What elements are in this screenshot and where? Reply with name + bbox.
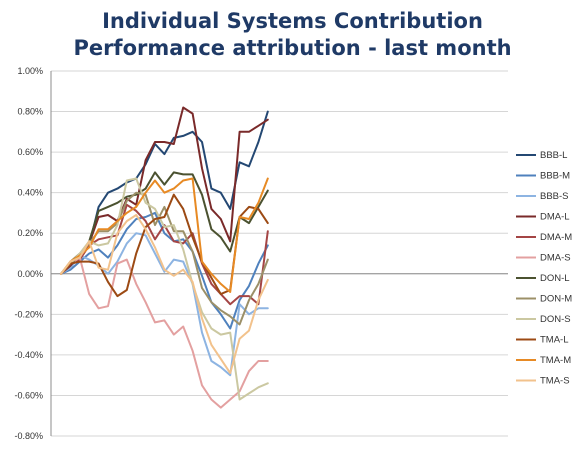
series-lines xyxy=(60,106,269,409)
y-tick-label: 0.80% xyxy=(17,107,43,117)
series-line-dma-s xyxy=(60,256,269,409)
series-line-don-m xyxy=(60,191,269,326)
series-line-bbb-s xyxy=(60,232,269,377)
legend-label-don-m: DON-M xyxy=(540,294,572,305)
series-line-tma-m xyxy=(60,177,269,293)
legend-label-bbb-s: BBB-S xyxy=(540,191,569,202)
legend-label-dma-m: DMA-M xyxy=(540,232,572,243)
y-tick-label: 0.20% xyxy=(17,228,43,238)
y-tick-label: -0.20% xyxy=(14,309,43,319)
legend-label-don-l: DON-L xyxy=(540,273,570,284)
legend-label-dma-s: DMA-S xyxy=(540,253,571,264)
series-line-dma-l xyxy=(60,106,269,275)
chart-subtitle: Performance attribution - last month xyxy=(73,36,512,60)
legend-label-dma-l: DMA-L xyxy=(540,212,570,223)
legend-label-bbb-m: BBB-M xyxy=(540,171,570,182)
axes xyxy=(50,71,508,436)
series-line-tma-s xyxy=(60,214,269,375)
series-line-don-s xyxy=(60,177,269,401)
y-tick-label: 0.40% xyxy=(17,188,43,198)
y-tick-label: -0.60% xyxy=(14,390,43,400)
legend-label-bbb-l: BBB-L xyxy=(540,150,567,161)
legend-label-tma-s: TMA-S xyxy=(540,376,570,387)
y-tick-label: 1.00% xyxy=(17,66,43,76)
grid-lines xyxy=(51,70,508,437)
y-tick-label: -0.80% xyxy=(14,431,43,441)
chart-title: Individual Systems Contribution Performa… xyxy=(0,8,585,62)
y-tick-label: 0.60% xyxy=(17,147,43,157)
y-tick-label: 0.00% xyxy=(17,269,43,279)
legend: BBB-L BBB-M BBB-S DMA-L DMA-M DMA-S DON-L DON-M… xyxy=(516,150,572,387)
chart-title-line1: Individual Systems Contribution xyxy=(102,9,483,33)
series-line-dma-m xyxy=(60,203,269,306)
y-tick-label: -0.40% xyxy=(14,350,43,360)
series-line-don-l xyxy=(60,171,269,275)
legend-label-tma-m: TMA-M xyxy=(540,355,571,366)
y-tick-labels: 1.00% 0.80% 0.60% 0.40% 0.20% 0.00% -0.20% -0.4… xyxy=(14,66,43,441)
legend-label-don-s: DON-S xyxy=(540,314,571,325)
legend-label-tma-l: TMA-L xyxy=(540,335,569,346)
